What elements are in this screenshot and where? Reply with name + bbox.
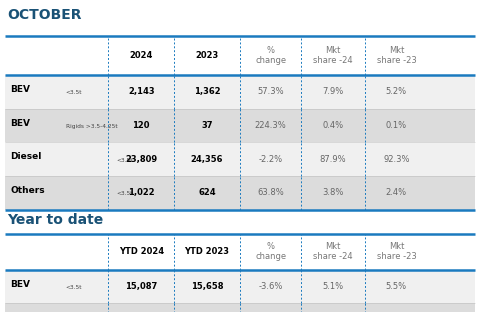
Text: <3.5t: <3.5t [66,285,82,290]
Text: 7.9%: 7.9% [322,87,344,96]
Text: <3.5t: <3.5t [116,191,132,196]
Text: 57.3%: 57.3% [257,87,284,96]
Text: 5.1%: 5.1% [323,282,344,291]
Text: 2023: 2023 [195,51,219,60]
Text: 1,022: 1,022 [128,188,155,197]
Text: 15,087: 15,087 [125,282,157,291]
Text: 1,362: 1,362 [194,87,220,96]
Text: 5.2%: 5.2% [386,87,407,96]
Text: OCTOBER: OCTOBER [7,8,82,22]
Text: BEV: BEV [11,119,30,128]
Text: Mkt
share -23: Mkt share -23 [376,242,416,261]
FancyBboxPatch shape [5,109,475,142]
Text: 2,143: 2,143 [128,87,155,96]
Text: 23,809: 23,809 [125,155,157,163]
Text: 3.8%: 3.8% [322,188,344,197]
FancyBboxPatch shape [5,234,475,270]
Text: 120: 120 [132,121,150,130]
Text: Mkt
share -24: Mkt share -24 [313,46,353,65]
Text: 624: 624 [198,188,216,197]
Text: 224.3%: 224.3% [255,121,287,130]
Text: 92.3%: 92.3% [383,155,409,163]
Text: 0.4%: 0.4% [323,121,344,130]
Text: BEV: BEV [11,280,30,289]
Text: %
change: % change [255,46,286,65]
FancyBboxPatch shape [5,303,475,312]
Text: 24,356: 24,356 [191,155,223,163]
Text: Mkt
share -23: Mkt share -23 [376,46,416,65]
FancyBboxPatch shape [5,142,475,176]
Text: 2024: 2024 [130,51,153,60]
Text: -3.6%: -3.6% [258,282,283,291]
FancyBboxPatch shape [5,75,475,109]
Text: 37: 37 [201,121,213,130]
Text: Diesel: Diesel [11,153,42,161]
FancyBboxPatch shape [5,36,475,75]
Text: Others: Others [11,186,45,195]
FancyBboxPatch shape [5,176,475,210]
Text: 0.1%: 0.1% [386,121,407,130]
FancyBboxPatch shape [5,270,475,303]
Text: 5.5%: 5.5% [386,282,407,291]
Text: Mkt
share -24: Mkt share -24 [313,242,353,261]
Text: Year to date: Year to date [7,213,104,227]
Text: YTD 2024: YTD 2024 [119,247,164,256]
Text: 63.8%: 63.8% [257,188,284,197]
Text: 2.4%: 2.4% [386,188,407,197]
Text: <3.5t: <3.5t [116,158,132,163]
Text: 15,658: 15,658 [191,282,223,291]
Text: Rigids >3.5-4.25t: Rigids >3.5-4.25t [66,124,117,129]
Text: -2.2%: -2.2% [259,155,283,163]
Text: <3.5t: <3.5t [66,90,82,95]
Text: YTD 2023: YTD 2023 [185,247,229,256]
Text: %
change: % change [255,242,286,261]
Text: BEV: BEV [11,85,30,94]
Text: 87.9%: 87.9% [320,155,346,163]
